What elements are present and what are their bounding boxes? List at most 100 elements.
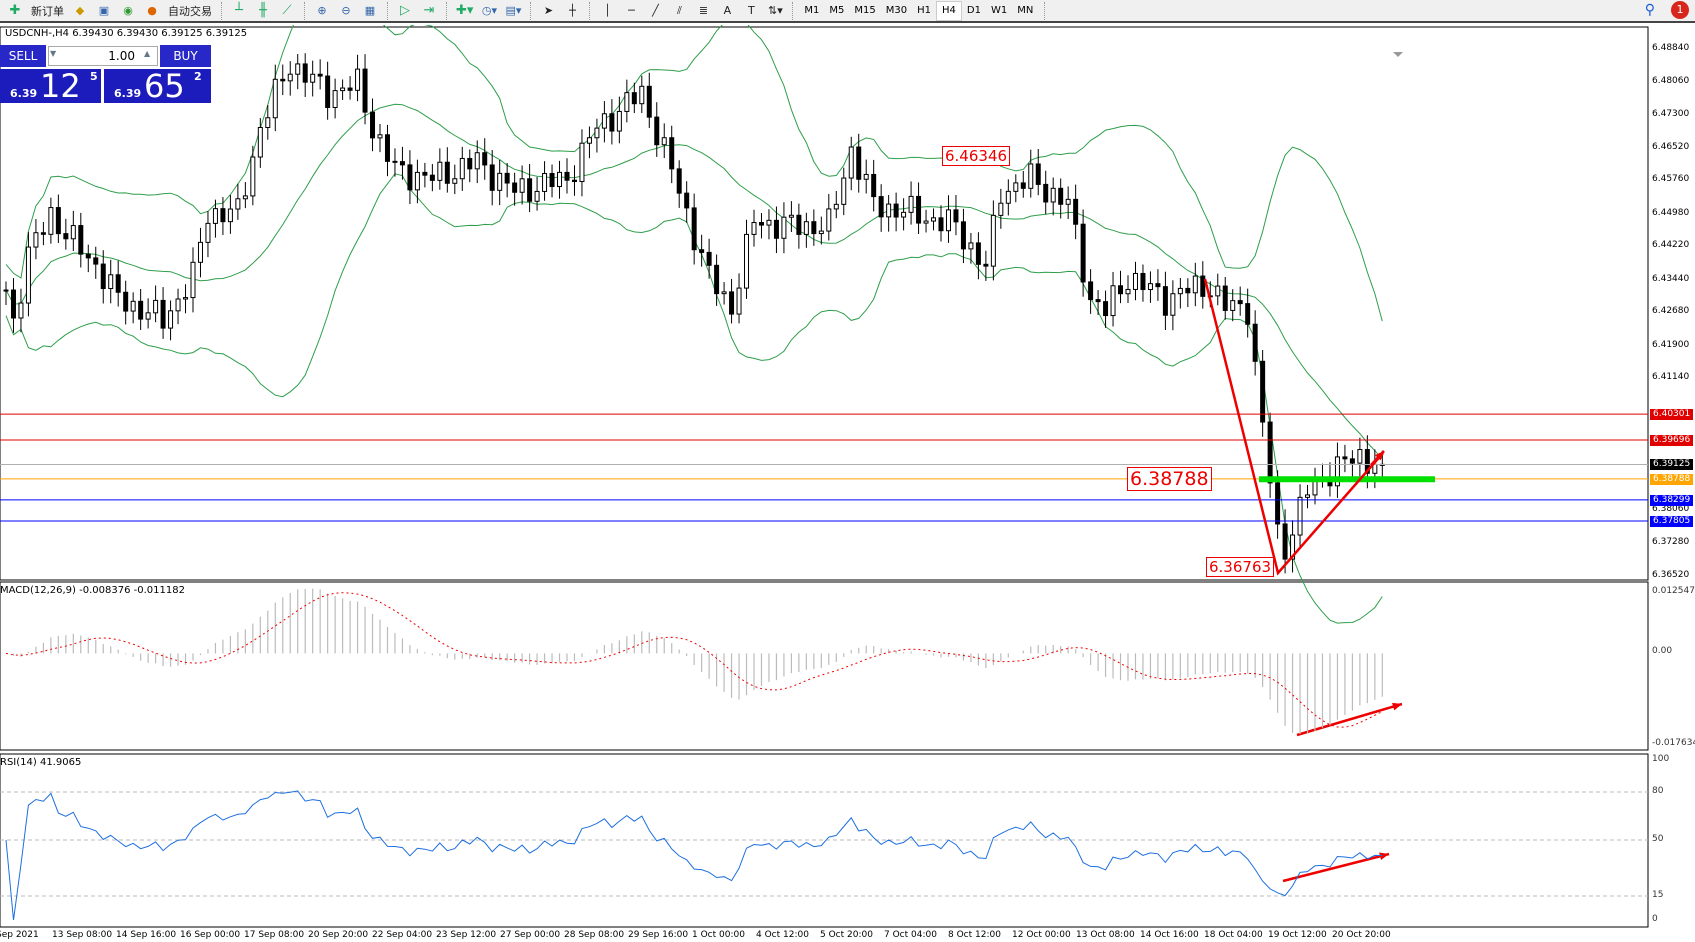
cursor-icon[interactable]: ➤ — [543, 4, 554, 17]
candle-body — [893, 203, 899, 218]
trendline-icon[interactable]: ╱ — [652, 4, 659, 17]
candle-body — [758, 222, 764, 226]
price-axis-label: 6.48060 — [1652, 75, 1690, 86]
periods-icon[interactable]: ◷▾ — [481, 4, 497, 17]
sell-button[interactable]: SELL — [0, 45, 46, 67]
separator — [221, 1, 222, 20]
rsi-divergence-arrow — [1282, 852, 1390, 883]
auto-trading-button[interactable]: 自动交易 — [168, 4, 212, 18]
zoom-out-icon[interactable]: ⊖ — [341, 4, 351, 17]
autoscroll-icon[interactable]: ▷ — [400, 3, 410, 18]
candle-body — [227, 208, 233, 223]
candle-body — [1260, 360, 1266, 423]
candle-body — [497, 172, 503, 191]
candle-body — [841, 177, 847, 205]
arrows-icon[interactable]: ⇅▾ — [768, 4, 783, 17]
time-axis-label: 23 Sep 12:00 — [436, 930, 497, 940]
equidistant-channel-icon[interactable]: ⫽ — [676, 3, 682, 17]
text-label-icon[interactable]: T — [748, 4, 755, 17]
candle-body — [78, 225, 84, 255]
search-icon[interactable]: ⚲ — [1644, 2, 1655, 18]
rsi-axis-label: 0 — [1652, 914, 1658, 924]
new-order-button[interactable]: 新订单 — [31, 4, 64, 18]
zoom-in-icon[interactable]: ⊕ — [317, 4, 327, 17]
price-axis-label: 6.41900 — [1652, 339, 1690, 350]
candle-body — [527, 178, 533, 202]
candle-body — [504, 172, 510, 184]
macd-axis-label: -0.017634 — [1652, 738, 1695, 748]
timeframe-m1[interactable]: M1 — [804, 5, 820, 16]
notification-badge[interactable]: 1 — [1671, 1, 1689, 19]
vertical-line-icon[interactable]: │ — [604, 4, 611, 17]
separator — [446, 1, 447, 20]
timeframe-d1[interactable]: D1 — [966, 5, 981, 16]
price-axis-label: 6.45760 — [1652, 174, 1690, 185]
timeframe-h1[interactable]: H1 — [917, 5, 932, 16]
time-axis-label: 22 Sep 04:00 — [372, 930, 433, 940]
candle-body — [1028, 163, 1034, 189]
time-axis-label: 1 Oct 00:00 — [692, 930, 745, 940]
candlestick-icon[interactable]: ╫ — [259, 3, 267, 18]
signals-icon[interactable]: ◉ — [123, 4, 133, 17]
candle-body — [1192, 275, 1198, 294]
timeframe-m15[interactable]: M15 — [854, 5, 876, 16]
text-tool-icon[interactable]: A — [723, 4, 732, 17]
candle-body — [55, 207, 61, 235]
separator — [792, 1, 794, 20]
rsi-axis-label: 50 — [1652, 834, 1664, 844]
metaeditor-icon[interactable]: ◆ — [75, 4, 85, 17]
candle-body — [1275, 482, 1281, 525]
candle-body — [362, 68, 368, 113]
time-axis-label: 14 Oct 16:00 — [1140, 930, 1199, 940]
timeframe-bar: M1 M5 M15 M30 H1 H4 D1 W1 MN — [799, 0, 1038, 21]
tile-windows-icon[interactable]: ▦ — [364, 4, 376, 17]
candle-body — [1297, 496, 1303, 536]
candle-body — [242, 195, 248, 200]
timeframe-m5[interactable]: M5 — [829, 5, 845, 16]
horizontal-line-icon[interactable]: ─ — [628, 4, 635, 17]
price-axis-label: 6.43440 — [1652, 273, 1690, 284]
candle-body — [115, 274, 121, 293]
lot-increase-icon[interactable]: ▲ — [144, 49, 151, 58]
ask-price[interactable]: 6.39 65 2 — [104, 67, 211, 105]
chart-canvas[interactable] — [0, 25, 1695, 930]
line-chart-icon[interactable]: ⟋ — [282, 3, 292, 18]
fibonacci-icon[interactable]: ≣ — [698, 4, 709, 17]
candle-body — [1118, 285, 1124, 295]
candle-body — [945, 209, 951, 232]
new-order-icon[interactable]: ✚ — [9, 3, 21, 18]
candle-body — [197, 241, 203, 263]
bid-price-big: 12 — [40, 67, 81, 105]
indicators-icon[interactable]: ✚▾ — [456, 3, 474, 18]
candle-body — [377, 134, 383, 139]
lot-decrease-icon[interactable]: ▼ — [50, 49, 57, 58]
lot-size-input[interactable]: 1.00 — [48, 46, 158, 66]
candle-body — [153, 299, 159, 314]
timeframe-mn[interactable]: MN — [1017, 5, 1034, 16]
toolbar: ✚ 新订单 ◆ ▣ ◉ ● 自动交易 ┴ ╫ ⟋ ⊕ ⊖ ▦ ▷ ⇥ ✚▾ ◷▾… — [0, 0, 1695, 23]
timeframe-h4[interactable]: H4 — [936, 0, 962, 21]
candle-body — [1170, 293, 1176, 316]
candle-body — [878, 196, 884, 218]
templates-icon[interactable]: ▤▾ — [505, 4, 522, 17]
candle-body — [459, 157, 465, 180]
bar-chart-icon[interactable]: ┴ — [235, 3, 243, 18]
timeframe-w1[interactable]: W1 — [990, 5, 1008, 16]
terminal-icon[interactable]: ▣ — [98, 4, 110, 17]
timeframe-m30[interactable]: M30 — [885, 5, 908, 16]
candle-body — [474, 152, 480, 170]
candle-body — [287, 73, 293, 82]
candle-body — [549, 173, 555, 188]
candle-body — [48, 207, 54, 235]
price-axis-label: 6.47300 — [1652, 108, 1690, 119]
chart-shift-icon[interactable]: ⇥ — [423, 3, 435, 18]
candle-body — [160, 299, 166, 329]
candle-body — [452, 178, 458, 184]
auto-trading-icon[interactable]: ● — [147, 4, 157, 17]
bid-price[interactable]: 6.39 12 5 — [0, 67, 101, 105]
crosshair-icon[interactable]: ┼ — [569, 4, 576, 17]
candle-body — [332, 90, 338, 108]
candle-body — [1252, 323, 1258, 362]
candle-body — [1349, 458, 1355, 464]
buy-button[interactable]: BUY — [160, 45, 211, 67]
